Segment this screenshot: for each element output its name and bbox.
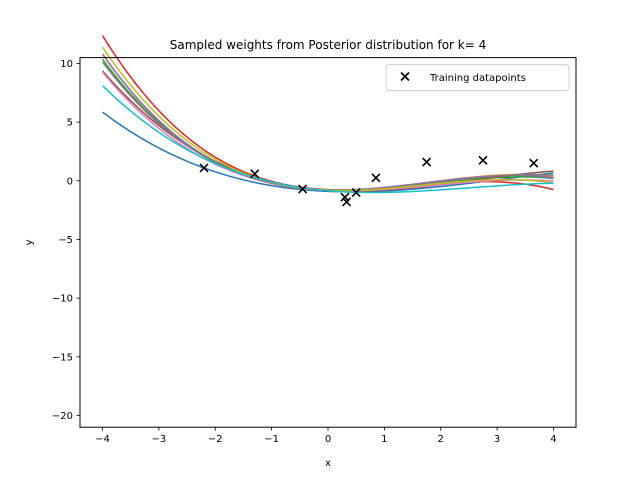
x-tick-label: 4 — [550, 434, 556, 445]
marker-stroke — [351, 187, 361, 198]
legend: Training datapoints — [385, 64, 570, 92]
marker-stroke — [478, 155, 488, 165]
series-line-10 — [102, 85, 554, 194]
y-tick-label: −15 — [52, 352, 73, 363]
training-datapoint-2 — [250, 169, 260, 179]
x-axis-ticks: −4 −3 −2 −1 0 1 2 3 4 — [95, 427, 557, 445]
training-datapoint-3 — [298, 184, 308, 194]
plot-area — [101, 35, 554, 207]
training-datapoint-10 — [529, 158, 539, 168]
x-axis-label: x — [325, 458, 331, 469]
y-tick-label: −10 — [52, 294, 73, 305]
marker-stroke — [340, 192, 350, 202]
training-datapoint-8 — [422, 157, 432, 167]
y-tick-label: −20 — [52, 411, 73, 422]
x-tick-label: 1 — [381, 434, 387, 445]
legend-box — [385, 64, 570, 92]
x-tick-label: −3 — [152, 434, 167, 445]
y-axis-label: y — [24, 239, 35, 245]
marker-stroke — [298, 184, 308, 194]
marker-stroke — [422, 157, 432, 167]
legend-x-marker — [400, 71, 410, 82]
marker-stroke — [400, 71, 410, 82]
marker-stroke — [199, 163, 209, 173]
training-datapoint-7 — [371, 173, 381, 183]
x-tick-label: 3 — [494, 434, 500, 445]
training-datapoint-5 — [342, 197, 352, 207]
x-tick-label: −1 — [264, 434, 279, 445]
marker-stroke — [529, 158, 539, 168]
y-axis-ticks: −20 −15 −10 −5 0 5 10 — [52, 59, 80, 422]
y-tick-label: 10 — [60, 59, 73, 70]
marker-stroke — [342, 197, 352, 207]
y-tick-label: 5 — [67, 118, 73, 129]
legend-marker — [400, 71, 410, 82]
x-tick-label: 0 — [325, 434, 331, 445]
x-tick-label: −2 — [208, 434, 223, 445]
marker-stroke — [250, 169, 260, 179]
x-tick-label: −4 — [95, 434, 110, 445]
training-datapoint-9 — [478, 155, 488, 165]
legend-entry-label: Training datapoints — [429, 73, 526, 84]
chart-title: Sampled weights from Posterior distribut… — [170, 38, 487, 52]
y-tick-label: 0 — [67, 176, 73, 187]
training-datapoint-1 — [199, 163, 209, 173]
y-tick-label: −5 — [58, 235, 73, 246]
marker-stroke — [371, 173, 381, 183]
x-tick-label: 2 — [438, 434, 444, 445]
training-datapoint-6 — [351, 187, 361, 198]
